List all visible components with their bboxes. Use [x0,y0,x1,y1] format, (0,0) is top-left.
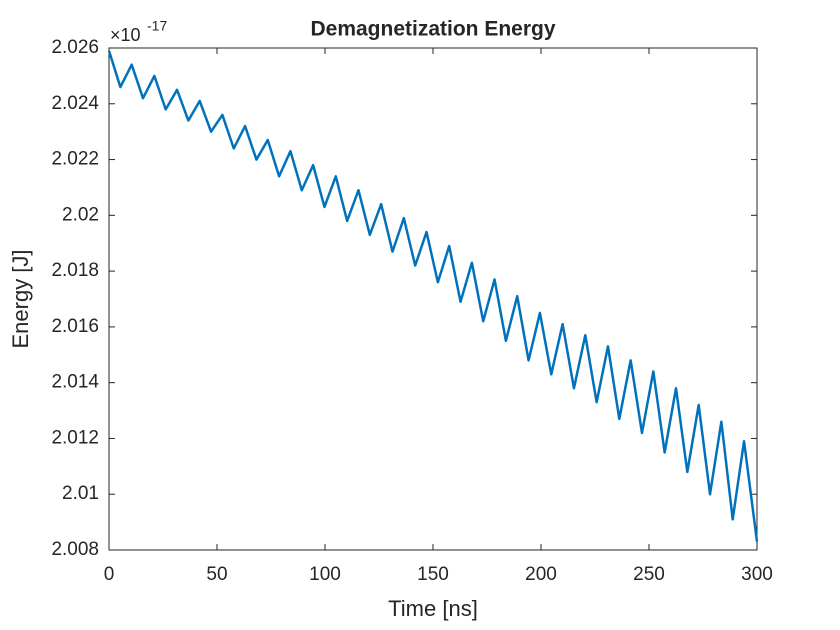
y-tick-label: 2.02 [62,204,99,225]
y-tick-label: 2.014 [51,372,99,393]
y-multiplier-exponent: -17 [147,18,167,34]
y-axis-label: Energy [J] [8,249,33,348]
y-tick-label: 2.008 [51,539,99,560]
data-line [107,50,759,542]
x-axis-label: Time [ns] [388,596,478,621]
x-tick-label: 0 [104,564,115,585]
y-multiplier-base: ×10 [110,25,141,45]
y-tick-label: 2.026 [51,37,99,58]
y-tick-label: 2.012 [51,427,99,448]
y-tick-label: 2.022 [51,149,99,170]
x-tick-label: 150 [417,564,449,585]
y-tick-label: 2.01 [62,483,99,504]
y-tick-label: 2.018 [51,260,99,281]
x-tick-label: 100 [309,564,341,585]
y-tick-label: 2.016 [51,316,99,337]
chart-title: Demagnetization Energy [310,18,555,41]
x-tick-label: 300 [741,564,773,585]
x-tick-label: 50 [206,564,227,585]
y-tick-label: 2.024 [51,93,99,114]
x-tick-label: 200 [525,564,557,585]
x-tick-label: 250 [633,564,665,585]
